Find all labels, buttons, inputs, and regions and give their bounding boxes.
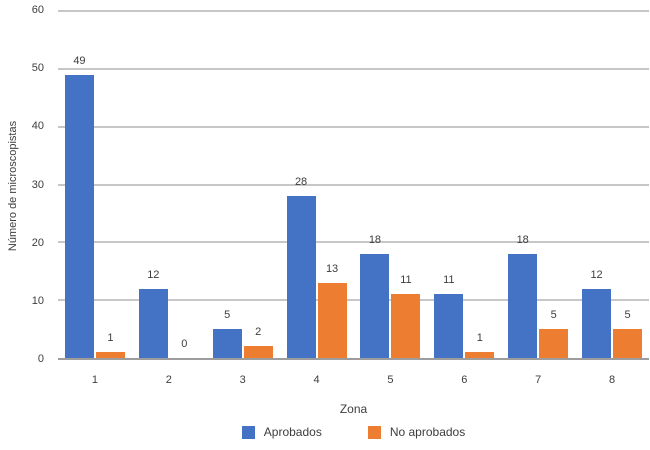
bar-value-label: 5 (224, 309, 231, 322)
bar-wrap: 18 (508, 11, 538, 358)
bar-value-label: 18 (368, 233, 382, 246)
bar-group-zona-4: 28 13 (280, 11, 354, 358)
bar-no-aprobados (95, 352, 125, 358)
bar-no-aprobados (613, 329, 643, 358)
gridline (58, 125, 649, 128)
bar-value-label: 1 (476, 332, 483, 345)
bar-aprobados (582, 288, 612, 358)
bar-wrap: 5 (613, 11, 643, 358)
bar-aprobados (138, 288, 168, 358)
bar-wrap: 49 (64, 11, 94, 358)
bar-value-label: 12 (147, 268, 160, 281)
bar-wrap: 1 (465, 11, 495, 358)
bar-wrap: 12 (138, 11, 168, 358)
bar-wrap: 2 (243, 11, 273, 358)
legend: Aprobados No aprobados (58, 423, 649, 441)
bar-group-zona-7: 18 5 (501, 11, 575, 358)
bar-value-label: 49 (73, 54, 86, 67)
bar-value-label: 13 (325, 262, 339, 275)
bar-value-label: 28 (294, 176, 308, 189)
bar-wrap: 0 (170, 11, 199, 358)
x-tick-label: 4 (313, 374, 320, 386)
bar-no-aprobados (391, 294, 421, 358)
bar-wrap: 13 (317, 11, 347, 358)
x-tick-label: 6 (461, 374, 468, 386)
legend-swatch-no-aprobados (367, 425, 381, 439)
y-tick-label: 50 (31, 62, 44, 75)
gridline (58, 67, 649, 70)
bar-value-label: 12 (590, 268, 603, 281)
bar-aprobados (360, 253, 390, 358)
bar-group-zona-1: 49 1 (58, 11, 132, 358)
bar-value-label: 11 (400, 274, 412, 287)
x-tick-label: 3 (239, 374, 246, 386)
y-tick-label: 30 (31, 178, 44, 191)
bar-aprobados (212, 329, 242, 358)
bar-value-label: 18 (516, 233, 529, 246)
bar-aprobados (508, 253, 538, 358)
x-tick-label: 2 (165, 374, 172, 386)
x-axis-title: Zona (339, 402, 368, 416)
legend-item-aprobados: Aprobados (241, 425, 322, 439)
bar-wrap: 5 (212, 11, 242, 358)
bar-value-label: 0 (181, 338, 188, 350)
x-tick-label: 1 (91, 374, 98, 386)
bar-no-aprobados (317, 282, 347, 358)
bar-wrap: 11 (391, 11, 421, 358)
bar-wrap: 28 (286, 11, 316, 358)
bar-groups: 49 1 12 0 5 2 28 13 18 11 11 1 18 5 12 5 (58, 11, 649, 358)
bar-wrap: 1 (95, 11, 125, 358)
legend-item-no-aprobados: No aprobados (367, 425, 466, 439)
bar-aprobados (64, 74, 94, 358)
gridline (58, 183, 649, 186)
y-tick-label: 10 (31, 294, 44, 307)
y-axis-ticks: 0 10 20 30 40 50 60 (0, 4, 44, 365)
y-tick-label: 60 (31, 4, 44, 16)
x-axis-ticks: 1 2 3 4 5 6 7 8 (58, 362, 649, 386)
legend-label: Aprobados (263, 425, 322, 439)
x-tick-label: 8 (609, 374, 616, 386)
plot-area: 49 1 12 0 5 2 28 13 18 11 11 1 18 5 12 5 (58, 10, 649, 360)
bar-value-label: 11 (443, 274, 455, 287)
gridline (58, 241, 649, 244)
bar-wrap: 18 (360, 11, 390, 358)
y-tick-label: 0 (37, 353, 44, 365)
legend-label: No aprobados (389, 425, 466, 439)
bar-wrap: 5 (539, 11, 569, 358)
bar-value-label: 5 (550, 309, 557, 322)
bar-value-label: 2 (255, 326, 262, 339)
legend-swatch-aprobados (241, 425, 255, 439)
y-tick-label: 40 (31, 120, 44, 133)
bar-value-label: 1 (107, 332, 114, 345)
bar-no-aprobados (539, 329, 569, 358)
bar-aprobados (286, 196, 316, 358)
bar-no-aprobados (243, 346, 273, 358)
bar-group-zona-2: 12 0 (132, 11, 206, 358)
bar-group-zona-5: 18 11 (354, 11, 428, 358)
x-tick-label: 7 (535, 374, 542, 386)
bar-wrap: 12 (582, 11, 612, 358)
gridline (58, 299, 649, 302)
bar-group-zona-8: 12 5 (575, 11, 649, 358)
gridline (58, 10, 649, 12)
bar-aprobados (434, 294, 464, 358)
x-tick-label: 5 (387, 374, 394, 386)
y-tick-label: 20 (31, 236, 44, 249)
bar-value-label: 5 (624, 309, 631, 322)
bar-wrap: 11 (434, 11, 464, 358)
bar-no-aprobados (465, 352, 495, 358)
bar-group-zona-6: 11 1 (427, 11, 501, 358)
